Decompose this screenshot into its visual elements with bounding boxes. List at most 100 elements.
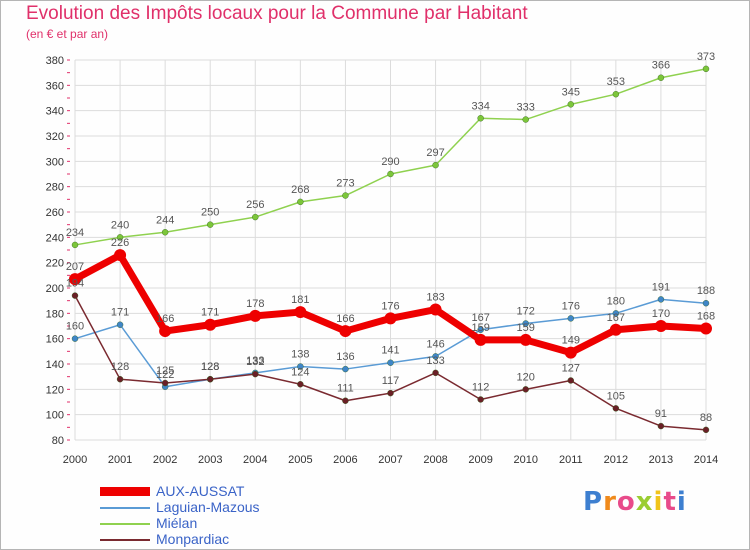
data-point xyxy=(657,422,665,430)
data-label: 149 xyxy=(562,335,580,347)
data-point xyxy=(522,386,529,393)
data-point xyxy=(474,333,487,346)
y-tick-label: 220 xyxy=(46,258,64,270)
data-point xyxy=(71,292,79,299)
data-label: 120 xyxy=(517,371,535,383)
data-point xyxy=(387,359,394,366)
logo-letter: P xyxy=(583,487,604,517)
y-tick-label: 80 xyxy=(52,435,64,447)
data-point xyxy=(161,379,169,387)
x-tick-label: 2002 xyxy=(153,454,177,466)
data-label: 256 xyxy=(246,199,264,211)
chart-title: Evolution des Impôts locaux pour la Comm… xyxy=(26,3,528,24)
legend-label: Laguian-Mazous xyxy=(156,499,260,515)
data-label: 180 xyxy=(607,295,625,307)
data-label: 176 xyxy=(381,300,399,312)
y-tick-label: 200 xyxy=(46,283,64,295)
chart-subtitle: (en € et par an) xyxy=(26,27,109,41)
data-label: 240 xyxy=(111,219,129,231)
x-tick-label: 2010 xyxy=(513,454,537,466)
data-point xyxy=(702,65,710,73)
logo-letter: r xyxy=(603,487,617,517)
data-label: 176 xyxy=(562,300,580,312)
data-label: 268 xyxy=(291,184,309,196)
data-label: 146 xyxy=(426,338,444,350)
data-point xyxy=(432,353,439,360)
data-label: 168 xyxy=(697,311,715,323)
data-label: 333 xyxy=(517,102,535,114)
data-point xyxy=(609,323,622,336)
data-label: 170 xyxy=(652,308,670,320)
legend-swatch xyxy=(100,523,150,525)
data-label: 188 xyxy=(697,285,715,297)
data-point xyxy=(477,396,484,403)
data-label: 124 xyxy=(291,366,309,378)
logo-letter: x xyxy=(635,487,654,517)
x-tick-label: 2005 xyxy=(288,454,312,466)
data-label: 167 xyxy=(471,312,489,324)
data-point xyxy=(612,405,620,412)
data-point xyxy=(477,115,484,122)
data-label: 133 xyxy=(426,355,444,367)
data-label: 191 xyxy=(652,281,670,293)
line-chart: 8010012014016018020022024026028030032034… xyxy=(46,51,719,466)
logo-letter: t xyxy=(663,487,677,517)
data-point xyxy=(702,300,710,307)
data-label: 207 xyxy=(66,261,84,273)
y-tick-label: 120 xyxy=(46,384,64,396)
data-point xyxy=(114,249,127,262)
data-point xyxy=(567,101,574,108)
data-label: 181 xyxy=(291,294,309,306)
data-point xyxy=(69,273,81,286)
legend-label: Miélan xyxy=(156,515,198,531)
data-label: 234 xyxy=(66,227,84,239)
data-label: 345 xyxy=(562,86,580,98)
y-tick-label: 380 xyxy=(46,55,64,67)
data-point xyxy=(429,303,442,316)
data-label: 166 xyxy=(156,313,174,325)
logo-letter: i xyxy=(653,487,664,517)
data-label: 373 xyxy=(697,51,715,63)
data-label: 88 xyxy=(700,412,712,424)
data-label: 297 xyxy=(426,147,444,159)
data-point xyxy=(252,213,259,221)
legend-swatch xyxy=(100,487,150,496)
data-point xyxy=(342,192,349,199)
data-label: 172 xyxy=(517,305,535,317)
y-tick-label: 140 xyxy=(46,359,64,371)
y-tick-label: 240 xyxy=(46,232,64,244)
data-point xyxy=(567,377,574,384)
data-label: 166 xyxy=(336,313,354,325)
y-tick-label: 260 xyxy=(46,207,64,219)
data-point xyxy=(700,322,712,335)
legend-label: Monpardiac xyxy=(156,531,230,547)
data-point xyxy=(204,318,217,331)
data-point xyxy=(207,221,214,228)
x-tick-label: 2008 xyxy=(423,454,447,466)
data-point xyxy=(339,325,352,338)
y-tick-label: 300 xyxy=(46,156,64,168)
x-tick-label: 2003 xyxy=(198,454,222,466)
data-point xyxy=(432,161,439,169)
data-point xyxy=(522,116,529,123)
data-label: 160 xyxy=(66,321,84,333)
data-label: 136 xyxy=(336,351,354,363)
data-label: 194 xyxy=(66,278,84,290)
data-point xyxy=(71,241,79,249)
data-point xyxy=(432,369,439,377)
data-point xyxy=(207,376,214,383)
data-label: 128 xyxy=(201,361,219,373)
data-label: 244 xyxy=(156,214,174,226)
proxiti-logo: Proxiti xyxy=(583,487,687,517)
data-point xyxy=(297,363,304,370)
x-tick-label: 2001 xyxy=(108,454,132,466)
data-label: 128 xyxy=(201,361,219,373)
legend-swatch xyxy=(100,539,150,541)
data-label: 125 xyxy=(156,365,174,377)
data-label: 178 xyxy=(246,298,264,310)
data-point xyxy=(71,335,79,342)
x-tick-label: 2011 xyxy=(559,454,583,466)
data-label: 167 xyxy=(607,312,625,324)
y-tick-label: 180 xyxy=(46,308,64,320)
